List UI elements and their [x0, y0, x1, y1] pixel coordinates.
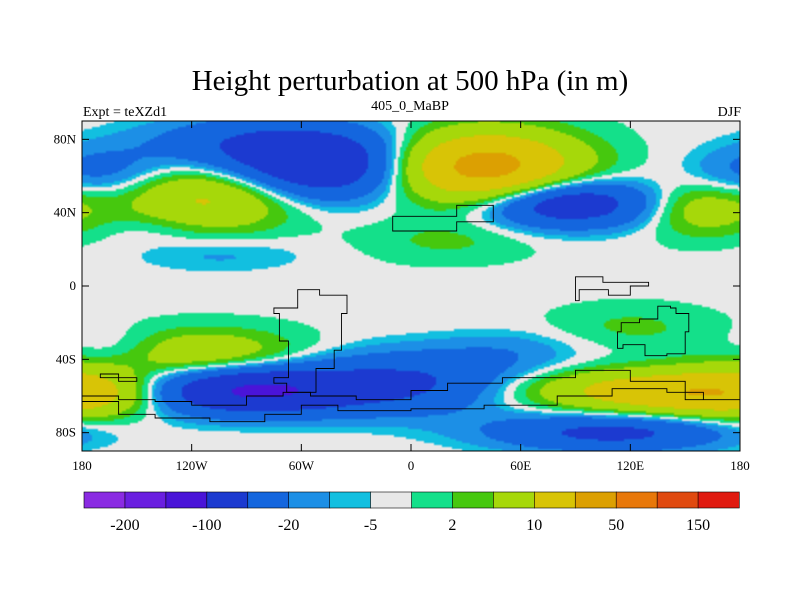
longitude-axis: 180 120W 60W 0 60E 120E 180 — [72, 121, 750, 473]
colorbar-bin — [534, 491, 576, 509]
colorbar-label: 10 — [526, 517, 542, 534]
colorbar-bin — [370, 491, 413, 509]
y-tick-label: 40S — [56, 351, 76, 366]
x-tick-label: 180 — [72, 458, 92, 473]
colorbar-bin — [411, 491, 454, 509]
colorbar: -200 -100 -20 -5 2 10 50 150 — [83, 491, 740, 534]
colorbar-label: -200 — [110, 517, 139, 534]
x-tick-label: 0 — [408, 458, 415, 473]
colorbar-label: -5 — [364, 517, 377, 534]
y-tick-label: 80S — [56, 425, 76, 440]
colorbar-bin — [288, 491, 331, 509]
colorbar-bins — [83, 491, 740, 509]
land-outlines — [81, 204, 741, 423]
colorbar-bin — [697, 491, 740, 509]
land-outline-3 — [273, 289, 348, 393]
latitude-axis: 80N 40N 0 40S 80S — [54, 131, 740, 440]
colorbar-bin — [247, 491, 290, 509]
x-tick-label: 60E — [510, 458, 531, 473]
x-tick-label: 180 — [730, 458, 750, 473]
colorbar-label: -20 — [278, 517, 299, 534]
colorbar-labels: -200 -100 -20 -5 2 10 50 150 — [110, 517, 710, 534]
colorbar-label: 50 — [608, 517, 624, 534]
period-label: 405_0_MaBP — [371, 99, 449, 114]
experiment-label: Expt = teXZd1 — [83, 105, 167, 120]
chart-title: Height perturbation at 500 hPa (in m) — [192, 65, 629, 97]
colorbar-label: 150 — [686, 517, 710, 534]
land-outline-4 — [81, 369, 741, 423]
x-tick-label: 60W — [289, 458, 315, 473]
land-outline-5 — [99, 373, 138, 382]
land-outline-2 — [617, 305, 690, 357]
colorbar-bin — [615, 491, 658, 509]
y-tick-label: 80N — [54, 131, 77, 146]
colorbar-bin — [124, 491, 167, 509]
y-tick-label: 0 — [70, 278, 77, 293]
x-tick-label: 120E — [617, 458, 645, 473]
colorbar-bin — [83, 491, 126, 509]
colorbar-bin — [165, 491, 208, 509]
y-tick-label: 40N — [54, 205, 77, 220]
land-outline-0 — [392, 204, 494, 232]
colorbar-label: 2 — [448, 517, 456, 534]
colorbar-label: -100 — [192, 517, 221, 534]
colorbar-bin — [452, 491, 494, 509]
map-panel: 180 120W 60W 0 60E 120E 180 80N 40N 0 40S 80S — [54, 120, 750, 473]
colorbar-bin — [206, 491, 249, 509]
colorbar-bin — [493, 491, 535, 509]
colorbar-bin — [656, 491, 699, 509]
season-label: DJF — [718, 105, 742, 120]
colorbar-bin — [574, 491, 617, 509]
colorbar-bin — [329, 491, 372, 509]
land-outline-1 — [575, 276, 650, 302]
x-tick-label: 120W — [176, 458, 209, 473]
